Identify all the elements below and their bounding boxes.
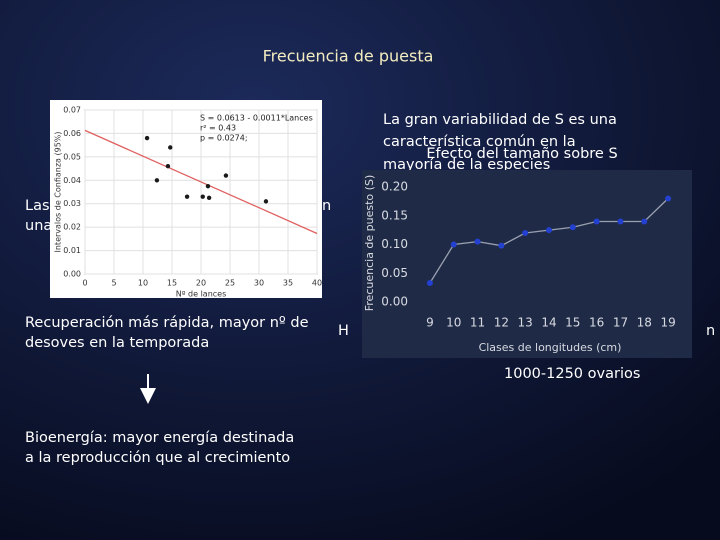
- point: [205, 183, 211, 189]
- point: [569, 224, 576, 231]
- x-tick-label: 40: [312, 279, 322, 288]
- x-tick-label: 16: [589, 316, 604, 330]
- text-fragment: Las: [25, 198, 50, 214]
- point: [617, 218, 624, 225]
- x-tick-label: 15: [167, 279, 177, 288]
- x-axis-label: Nº de lances: [176, 290, 227, 299]
- point: [426, 280, 433, 287]
- text-line: a la reproducción que al crecimiento: [25, 450, 290, 466]
- point: [474, 238, 481, 245]
- point: [168, 145, 173, 150]
- x-tick-label: 19: [660, 316, 675, 330]
- x-tick-label: 25: [225, 279, 235, 288]
- point: [206, 195, 212, 201]
- text-fragment: n: [322, 198, 331, 214]
- chart-panel: [362, 170, 692, 358]
- x-tick-label: 10: [446, 316, 461, 330]
- x-tick-label: 12: [494, 316, 509, 330]
- annotation: p = 0.0274;: [200, 134, 248, 143]
- right-text: La gran variabilidad de S es una caracte…: [383, 112, 617, 173]
- x-tick-label: 9: [426, 316, 434, 330]
- x-tick-label: 5: [111, 279, 116, 288]
- x-tick-label: 10: [138, 279, 148, 288]
- point: [154, 178, 160, 183]
- x-tick-label: 13: [518, 316, 533, 330]
- point: [263, 199, 269, 204]
- y-tick-label: 0.01: [63, 246, 81, 255]
- text-line: mayoría de la especies: [383, 157, 550, 173]
- y-tick-label: 0.20: [381, 180, 408, 194]
- text-line: característica común en la: [383, 134, 576, 150]
- point: [665, 195, 672, 202]
- text-line: desoves en la temporada: [25, 335, 209, 351]
- point: [593, 218, 600, 225]
- text-fragment: una: [25, 218, 52, 234]
- y-tick-label: 0.05: [63, 152, 81, 161]
- text-line: 1000-1250 ovarios: [504, 366, 640, 382]
- point: [223, 173, 229, 178]
- y-tick-label: 0.15: [381, 208, 408, 222]
- point: [165, 164, 171, 169]
- x-tick-label: 15: [565, 316, 580, 330]
- x-tick-label: 18: [637, 316, 652, 330]
- x-tick-label: 14: [541, 316, 556, 330]
- y-axis-label: Intervalos de Confianza (95%): [54, 131, 63, 252]
- point: [522, 230, 529, 236]
- chart-title: Efecto del tamaño sobre S: [426, 146, 617, 162]
- y-tick-label: 0.03: [63, 199, 81, 208]
- x-tick-label: 30: [254, 279, 264, 288]
- x-tick-label: 17: [613, 316, 628, 330]
- y-tick-label: 0.00: [63, 270, 81, 279]
- y-tick-label: 0.00: [381, 295, 408, 309]
- y-tick-label: 0.10: [381, 237, 408, 251]
- y-tick-label: 0.06: [63, 129, 81, 138]
- point: [450, 241, 457, 248]
- text-fragment: n: [706, 323, 715, 339]
- text-line: Bioenergía: mayor energía destinada: [25, 430, 294, 446]
- x-tick-label: 0: [82, 279, 87, 288]
- y-axis-label: Frecuencia de puesto (S): [363, 175, 376, 311]
- point: [144, 135, 150, 141]
- slide-title: Frecuencia de puesta: [263, 47, 434, 66]
- text-line: Recuperación más rápida, mayor nº de: [25, 315, 309, 331]
- fit-line: [84, 129, 318, 235]
- point: [184, 194, 190, 199]
- x-tick-label: 20: [196, 279, 206, 288]
- y-tick-label: 0.02: [63, 223, 81, 232]
- point: [546, 227, 552, 234]
- y-tick-label: 0.05: [381, 266, 408, 280]
- y-tick-label: 0.07: [63, 106, 81, 115]
- y-tick-label: 0.04: [63, 176, 81, 185]
- point: [641, 218, 648, 225]
- point: [498, 242, 505, 249]
- annotation: r² = 0.43: [200, 124, 236, 133]
- text-line: La gran variabilidad de S es una: [383, 112, 617, 128]
- x-tick-label: 35: [283, 279, 293, 288]
- text-fragment: H: [338, 323, 349, 339]
- x-tick-label: 11: [470, 316, 485, 330]
- annotation: S = 0.0613 - 0.0011*Lances: [200, 114, 313, 123]
- x-axis-label: Clases de longitudes (cm): [479, 341, 622, 354]
- point: [200, 194, 205, 199]
